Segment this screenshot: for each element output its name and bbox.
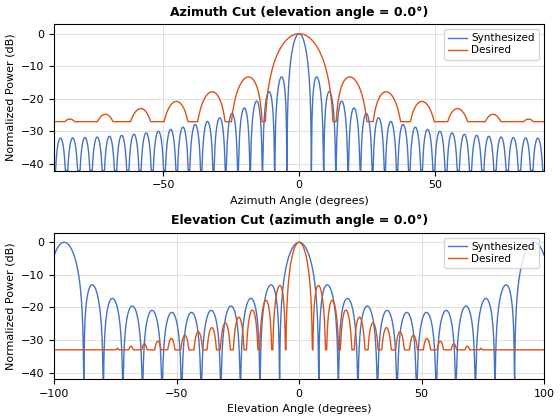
Synthesized	[370, 317, 376, 322]
Synthesized	[61, 240, 68, 245]
Desired	[370, 320, 376, 326]
Synthesized	[540, 252, 547, 257]
Desired	[540, 119, 547, 124]
Y-axis label: Normalized Power (dB): Normalized Power (dB)	[6, 34, 16, 161]
Legend: Synthesized, Desired: Synthesized, Desired	[444, 238, 539, 268]
Synthesized	[345, 296, 352, 301]
Desired	[238, 80, 245, 85]
Title: Elevation Cut (azimuth angle = 0.0°): Elevation Cut (azimuth angle = 0.0°)	[170, 214, 428, 227]
Desired	[238, 320, 245, 325]
Desired	[454, 106, 460, 111]
Desired	[417, 100, 423, 105]
Desired	[140, 342, 147, 347]
X-axis label: Azimuth Angle (degrees): Azimuth Angle (degrees)	[230, 196, 368, 206]
X-axis label: Elevation Angle (degrees): Elevation Angle (degrees)	[227, 404, 371, 415]
Line: Synthesized: Synthesized	[54, 34, 544, 171]
Desired	[454, 347, 460, 352]
Line: Desired: Desired	[54, 34, 544, 122]
Synthesized	[296, 31, 302, 36]
Desired	[296, 240, 302, 245]
Synthesized	[454, 351, 460, 356]
Desired	[540, 347, 547, 352]
Synthesized	[370, 168, 376, 173]
Synthesized	[51, 252, 58, 257]
Legend: Synthesized, Desired: Synthesized, Desired	[444, 29, 539, 60]
Desired	[296, 31, 302, 36]
Desired	[370, 119, 376, 124]
Synthesized	[140, 358, 147, 363]
Desired	[417, 347, 423, 352]
Synthesized	[140, 139, 147, 144]
Synthesized	[345, 168, 352, 173]
Synthesized	[417, 149, 423, 154]
Desired	[51, 347, 58, 352]
Synthesized	[238, 346, 245, 352]
Desired	[345, 311, 352, 316]
Title: Azimuth Cut (elevation angle = 0.0°): Azimuth Cut (elevation angle = 0.0°)	[170, 5, 428, 18]
Synthesized	[417, 330, 423, 335]
Synthesized	[80, 377, 87, 382]
Synthesized	[51, 168, 58, 173]
Line: Desired: Desired	[54, 242, 544, 350]
Line: Synthesized: Synthesized	[54, 242, 544, 379]
Desired	[51, 119, 58, 124]
Synthesized	[454, 163, 460, 168]
Desired	[140, 107, 147, 112]
Synthesized	[238, 114, 245, 119]
Y-axis label: Normalized Power (dB): Normalized Power (dB)	[6, 242, 16, 370]
Desired	[345, 75, 352, 80]
Synthesized	[540, 168, 547, 173]
